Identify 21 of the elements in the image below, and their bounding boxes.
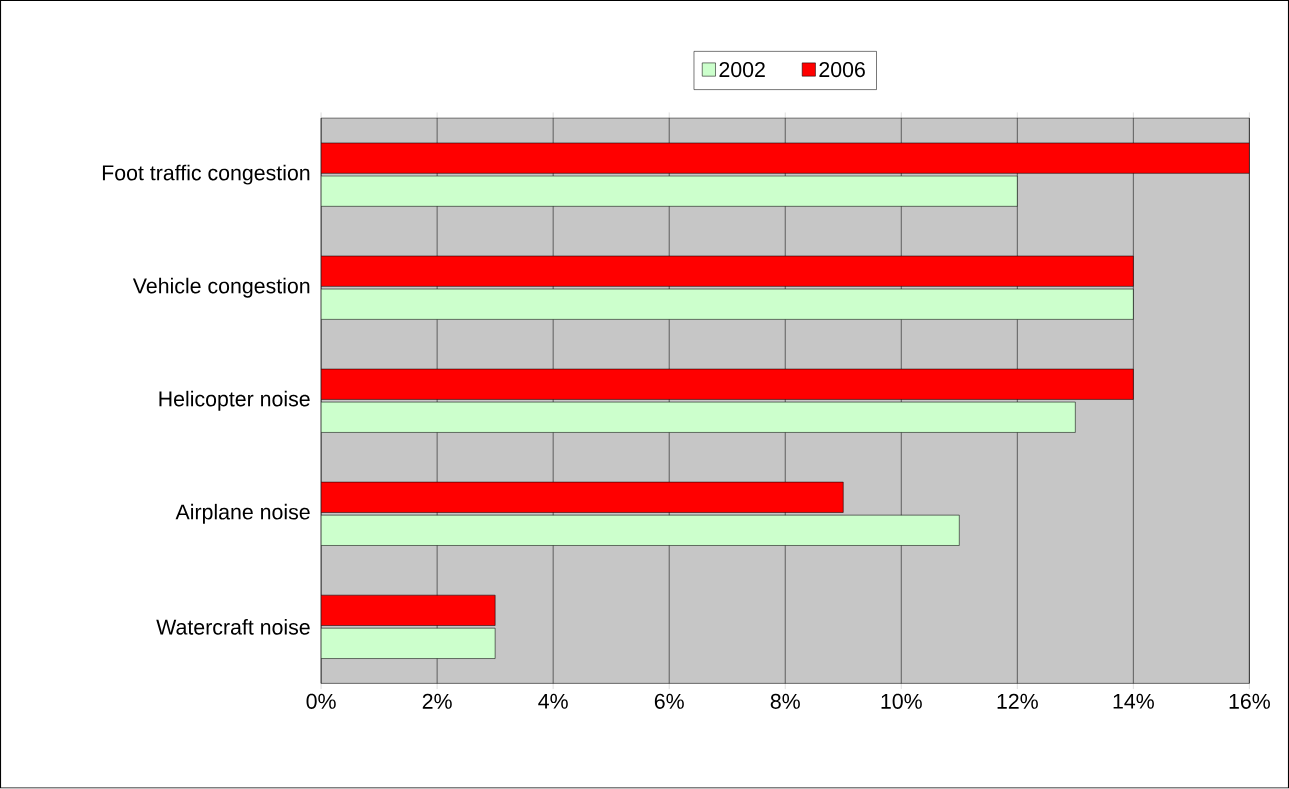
legend-label: 2006 xyxy=(819,62,865,78)
x-tick-label: 4% xyxy=(538,693,568,709)
y-tick-label: Helicopter noise xyxy=(159,391,310,411)
x-tick-label: 8% xyxy=(770,693,800,710)
x-tick-label: 6% xyxy=(654,693,684,710)
bar xyxy=(321,628,496,659)
x-tick-label: 16% xyxy=(1229,693,1270,710)
legend-label: 2002 xyxy=(719,62,765,78)
bar xyxy=(321,515,960,546)
y-tick-label: Watercraft noise xyxy=(156,619,310,635)
bar xyxy=(321,402,1076,433)
bar xyxy=(321,175,1018,207)
x-tick-label: 2% xyxy=(422,693,452,709)
x-tick-label: 12% xyxy=(997,693,1038,709)
x-tick-label: 0% xyxy=(306,693,336,710)
y-tick-label: Foot traffic congestion xyxy=(102,164,310,185)
x-tick-label: 14% xyxy=(1113,693,1154,709)
y-tick-label: Airplane noise xyxy=(175,504,310,524)
bar xyxy=(321,288,1134,320)
x-tick-label: 10% xyxy=(881,693,922,710)
y-tick-label: Vehicle congestion xyxy=(132,277,310,298)
